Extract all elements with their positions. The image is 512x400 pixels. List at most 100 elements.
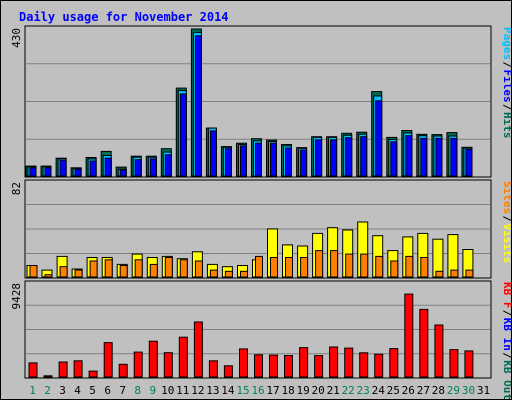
bar-pages-day-24: [375, 100, 383, 177]
x-label-day-26: 26: [402, 384, 415, 397]
x-label-day-1: 1: [29, 384, 36, 397]
bar-sites-day-undefined: [390, 260, 399, 278]
bar-pages-day-20: [315, 139, 323, 177]
bar-sites-day-undefined: [179, 259, 188, 278]
panel-kb: 9428 KB F/KB In/KB Out: [10, 280, 511, 399]
panel-1-legend: Pages/Files/Hits: [501, 27, 511, 139]
x-label-day-22: 22: [342, 384, 355, 397]
bar-pages-day-7: [119, 169, 127, 177]
bar-sites-day-undefined: [119, 265, 128, 278]
bar-kb-f-day-undefined: [359, 352, 369, 378]
bar-sites-day-undefined: [59, 266, 68, 278]
bar-pages-day-23: [360, 136, 368, 177]
x-label-day-4: 4: [74, 384, 81, 397]
x-label-day-17: 17: [266, 384, 279, 397]
bar-sites-day-undefined: [224, 270, 233, 278]
bar-kb-f-day-undefined: [88, 370, 98, 378]
bar-pages-day-3: [59, 159, 67, 177]
bar-pages-day-8: [134, 159, 142, 177]
x-label-day-2: 2: [44, 384, 51, 397]
bar-pages-day-16: [255, 142, 262, 177]
panel-2-bars: [26, 221, 474, 278]
bar-sites-day-undefined: [104, 259, 113, 278]
legend-sites: Sites: [501, 181, 511, 214]
bar-kb-f-day-undefined: [58, 361, 68, 378]
bar-kb-f-day-undefined: [434, 324, 444, 378]
x-label-day-5: 5: [89, 384, 96, 397]
bar-sites-day-undefined: [194, 260, 203, 278]
x-label-day-14: 14: [221, 384, 235, 397]
legend-separator: /: [501, 216, 511, 223]
bar-pages-day-30: [465, 148, 473, 177]
x-label-day-28: 28: [432, 384, 445, 397]
x-label-day-6: 6: [104, 384, 111, 397]
bar-pages-day-1: [29, 167, 37, 177]
bar-pages-day-12: [194, 35, 202, 177]
bar-sites-day-undefined: [360, 253, 369, 278]
bar-pages-day-6: [104, 157, 112, 177]
panel-3-bars: [28, 293, 474, 378]
x-axis-day-labels: 1 2 3 4 5 6 7 8 9 10 11 12 13 14 15 16 17 18 19 20 21 22 23 24 2…: [29, 384, 490, 397]
bar-kb-f-day-undefined: [389, 348, 399, 378]
bar-kb-f-day-undefined: [404, 293, 414, 378]
legend-files: Files: [501, 70, 511, 103]
bar-sites-day-undefined: [74, 269, 83, 278]
legend-hits: Hits: [501, 112, 511, 139]
bar-sites-day-undefined: [240, 270, 248, 278]
x-label-day-21: 21: [327, 384, 340, 397]
panel-2-ymax-label: 82: [10, 182, 23, 195]
x-label-day-12: 12: [191, 384, 204, 397]
bar-kb-f-day-undefined: [329, 346, 339, 378]
bar-pages-day-17: [270, 142, 277, 177]
x-label-day-24: 24: [372, 384, 386, 397]
bar-sites-day-undefined: [405, 255, 414, 278]
bar-pages-day-28: [435, 137, 443, 177]
panel-2-legend: Sites /Visits: [501, 181, 511, 263]
bar-sites-day-undefined: [375, 255, 384, 278]
panel-1-ymax-label: 430: [10, 28, 23, 48]
legend-kb-in: KB In: [501, 318, 511, 351]
bar-sites-day-undefined: [209, 269, 218, 278]
bar-pages-day-13: [209, 130, 217, 177]
x-label-day-15: 15: [236, 384, 249, 397]
x-label-day-9: 9: [149, 384, 156, 397]
legend-visits: Visits: [501, 224, 511, 264]
x-label-day-20: 20: [311, 384, 324, 397]
bar-kb-f-day-undefined: [464, 350, 474, 378]
x-label-day-23: 23: [357, 384, 370, 397]
bar-sites-day-undefined: [149, 263, 158, 278]
x-label-day-16: 16: [251, 384, 264, 397]
x-label-day-19: 19: [296, 384, 309, 397]
bar-pages-day-29: [450, 137, 458, 177]
legend-separator: /: [501, 104, 511, 111]
bar-kb-f-day-undefined: [43, 375, 53, 378]
bar-pages-day-22: [345, 137, 353, 177]
bar-pages-day-4: [74, 168, 82, 177]
bar-kb-f-day-undefined: [148, 340, 158, 378]
bar-sites-day-undefined: [89, 260, 98, 278]
bar-sites-day-undefined: [270, 257, 278, 278]
bar-kb-f-day-undefined: [284, 355, 293, 378]
x-label-day-29: 29: [447, 384, 460, 397]
bar-pages-day-15: [240, 145, 247, 177]
x-label-day-30: 30: [462, 384, 475, 397]
bar-sites-day-undefined: [420, 257, 429, 278]
bar-kb-f-day-undefined: [314, 355, 324, 378]
x-label-day-25: 25: [387, 384, 400, 397]
legend-separator: /: [501, 310, 511, 317]
x-label-day-13: 13: [206, 384, 219, 397]
bar-sites-day-undefined: [345, 253, 354, 278]
panel-3-ymax-label: 9428: [10, 283, 23, 310]
bar-sites-day-undefined: [330, 250, 339, 278]
bar-kb-f-day-undefined: [28, 362, 38, 378]
bar-pages-day-21: [330, 139, 338, 177]
bar-sites-day-undefined: [134, 259, 143, 278]
bar-kb-f-day-undefined: [374, 353, 384, 378]
bar-pages-day-10: [164, 154, 172, 177]
bar-pages-day-9: [149, 158, 157, 177]
x-label-day-27: 27: [417, 384, 430, 397]
x-label-day-11: 11: [176, 384, 189, 397]
bar-kb-f-day-undefined: [163, 352, 173, 378]
